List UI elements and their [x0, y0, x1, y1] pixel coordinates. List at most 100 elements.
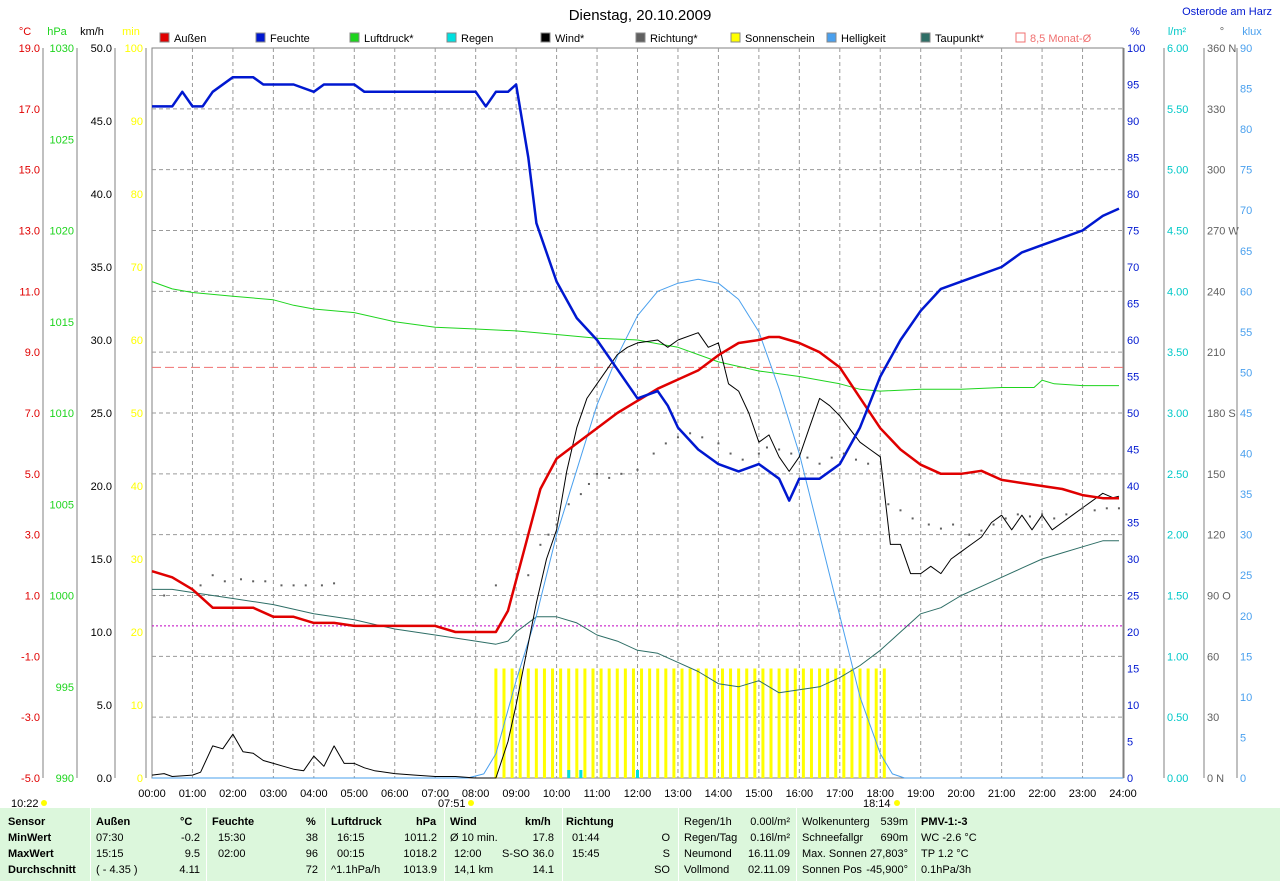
- sunshine-bar: [518, 668, 522, 778]
- sunshine-bar: [769, 668, 773, 778]
- x-tick-label: 02:00: [219, 788, 247, 800]
- legend-swatch-5: [635, 32, 646, 43]
- sunshine-bar: [704, 668, 708, 778]
- x-tick-label: 05:00: [341, 788, 369, 800]
- tick-label-light_klux: 30: [1240, 530, 1252, 542]
- rain-mark: [567, 770, 571, 778]
- unit-sun-min: min: [122, 26, 140, 38]
- series-line-feuchte: [152, 75, 1120, 502]
- x-tick-label: 15:00: [745, 788, 773, 800]
- tick-label-temp_c: 15.0: [19, 165, 40, 177]
- header-sensor: Sensor: [8, 816, 46, 828]
- sunshine-bar: [534, 668, 538, 778]
- x-tick-label: 09:00: [502, 788, 530, 800]
- tick-label-wind_kmh: 10.0: [91, 627, 112, 639]
- direction-dot: [1053, 517, 1056, 520]
- feuchte-max-value: 96: [305, 848, 318, 860]
- tick-label-rain_lm2: 2.00: [1167, 530, 1188, 542]
- tick-label-humidity_pct: 35: [1127, 518, 1139, 530]
- richtung-max-value: S: [662, 848, 670, 860]
- tick-label-dir_deg: 360 N: [1207, 43, 1236, 55]
- tick-label-humidity_pct: 0: [1127, 773, 1133, 785]
- tick-label-light_klux: 75: [1240, 165, 1252, 177]
- aussen-max-value: 9.5: [184, 848, 200, 860]
- direction-dot: [778, 448, 781, 451]
- neumond-label: Neumond: [684, 848, 732, 860]
- x-tick-label: 06:00: [381, 788, 409, 800]
- feuchte-avg-value: 72: [305, 864, 318, 876]
- header-wind-unit: km/h: [525, 816, 551, 828]
- direction-dot: [1105, 507, 1108, 510]
- direction-dot: [980, 529, 983, 532]
- sunshine-bar: [826, 668, 830, 778]
- x-tick-label: 10:00: [543, 788, 571, 800]
- tick-label-dir_deg: 300: [1207, 165, 1225, 177]
- sunshine-bar: [882, 668, 886, 778]
- tick-label-humidity_pct: 80: [1127, 189, 1139, 201]
- direction-dots: [163, 432, 1120, 597]
- sunrise-marker: [468, 800, 474, 806]
- wind-max-value: 36.0: [532, 848, 554, 860]
- sunshine-bar: [599, 668, 603, 778]
- now-marker: [41, 800, 47, 806]
- direction-dot: [1004, 517, 1007, 520]
- x-tick-label: 12:00: [624, 788, 652, 800]
- tick-label-light_klux: 5: [1240, 732, 1246, 744]
- chart-title: Dienstag, 20.10.2009: [569, 7, 712, 24]
- unit-wind: km/h: [80, 26, 104, 38]
- sunshine-bar: [607, 668, 611, 778]
- series-line-außen: [151, 335, 1119, 634]
- luftdruck-avg-value: 1013.9: [403, 864, 437, 876]
- sunshine-bar: [745, 668, 749, 778]
- feuchte-min-time: 15:30: [218, 832, 246, 844]
- direction-dot: [320, 584, 323, 587]
- direction-dot: [620, 472, 623, 475]
- sunshine-bar: [720, 668, 724, 778]
- direction-dot: [806, 456, 809, 459]
- tick-label-dir_deg: 210: [1207, 347, 1225, 359]
- tick-label-light_klux: 0: [1240, 773, 1246, 785]
- tick-label-rain_lm2: 1.50: [1167, 591, 1188, 603]
- direction-dot: [1117, 507, 1120, 510]
- tick-label-pressure_hpa: 1000: [50, 591, 74, 603]
- direction-dot: [701, 436, 704, 439]
- direction-dot: [689, 432, 692, 435]
- tick-label-light_klux: 15: [1240, 651, 1252, 663]
- wind-avg-value: 14.1: [532, 864, 554, 876]
- chart-axes: 19.0 17.0 15.0 13.0 11.0 9.0 7.0 5.0 3.0 1.0 -1.0 -…: [19, 43, 1253, 800]
- direction-dot: [292, 584, 295, 587]
- richtung-min-time: 01:44: [572, 832, 600, 844]
- header-luftdruck-unit: hPa: [416, 816, 437, 828]
- direction-dot: [252, 580, 255, 583]
- direction-dot: [757, 452, 760, 455]
- sunshine-bar: [729, 668, 733, 778]
- tick-label-pressure_hpa: 990: [56, 773, 74, 785]
- legend-label-2: Luftdruck*: [364, 33, 414, 45]
- sunshine-bar: [785, 668, 789, 778]
- x-tick-label: 03:00: [260, 788, 288, 800]
- sunshine-bar: [648, 668, 652, 778]
- chart-legend: Außen Feuchte Luftdruck* Regen Wind* Richtung…: [159, 32, 1092, 45]
- direction-dot: [664, 442, 667, 445]
- tick-label-humidity_pct: 20: [1127, 627, 1139, 639]
- sunshine-bar: [696, 668, 700, 778]
- unit-humidity: %: [1130, 26, 1140, 38]
- tick-label-pressure_hpa: 1030: [50, 43, 74, 55]
- tick-label-light_klux: 20: [1240, 611, 1252, 623]
- direction-dot: [717, 442, 720, 445]
- tick-label-temp_c: 11.0: [19, 286, 40, 298]
- sunshine-bar: [631, 668, 635, 778]
- aussen-min-value: -0.2: [181, 832, 200, 844]
- x-tick-label: 04:00: [300, 788, 328, 800]
- tick-label-humidity_pct: 25: [1127, 591, 1139, 603]
- pmv-pressure-trend: 0.1hPa/3h: [921, 864, 972, 876]
- legend-swatch-2: [349, 32, 360, 43]
- direction-dot: [333, 582, 336, 585]
- direction-dot: [952, 523, 955, 526]
- sunshine-bar: [567, 668, 571, 778]
- sunshine-bar: [640, 668, 644, 778]
- tick-label-light_klux: 60: [1240, 286, 1252, 298]
- tick-label-light_klux: 50: [1240, 367, 1252, 379]
- sunshine-bar: [858, 668, 862, 778]
- direction-dot: [304, 584, 307, 587]
